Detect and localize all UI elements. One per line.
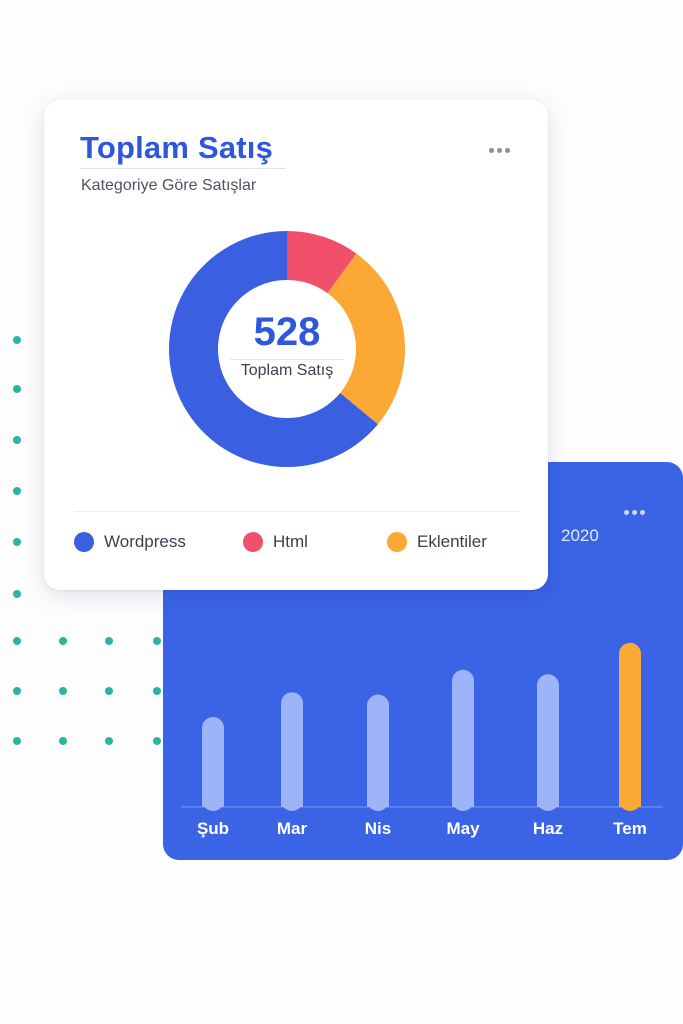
bar-base-5: [537, 795, 559, 807]
bar-5[interactable]: [537, 674, 559, 811]
legend-item-eklentiler[interactable]: Eklentiler: [387, 532, 487, 552]
bar-4[interactable]: [452, 669, 474, 811]
x-tick-label: Şub: [197, 819, 229, 838]
donut-slice-eklentiler[interactable]: [327, 253, 405, 425]
card-title: Toplam Satış: [80, 130, 274, 165]
donut-slice-wordpress[interactable]: [168, 231, 378, 467]
donut-slice-html[interactable]: [287, 231, 357, 294]
donut-center-label: Toplam Satış: [240, 362, 334, 379]
legend-label-eklentiler: Eklentiler: [417, 532, 487, 551]
x-tick-label: Tem: [613, 819, 647, 838]
bar-base-6: [619, 795, 641, 807]
bar-2[interactable]: [281, 692, 303, 811]
legend-swatch-html: [243, 532, 263, 552]
bar-base-1: [202, 795, 224, 807]
total-sales-card: Toplam Satış Kategoriye Göre Satışlar 52…: [44, 100, 548, 590]
monthly-bar-chart: Şub Mar Nis May Haz Tem: [181, 642, 663, 838]
category-donut-chart: [168, 231, 405, 467]
x-tick-label: Mar: [277, 819, 308, 838]
legend-swatch-eklentiler: [387, 532, 407, 552]
bar-base-4: [452, 795, 474, 807]
legend-label-html: Html: [273, 532, 308, 551]
x-tick-label: Haz: [533, 819, 563, 838]
bar-1[interactable]: [202, 717, 224, 811]
bar-card-more-icon[interactable]: [621, 502, 645, 520]
bar-base-3: [367, 795, 389, 807]
legend-item-wordpress[interactable]: Wordpress: [74, 532, 186, 552]
donut-card-more-icon[interactable]: [486, 140, 510, 158]
bar-card-year: 2020: [561, 526, 599, 545]
legend-item-html[interactable]: Html: [243, 532, 308, 552]
bar-3[interactable]: [367, 694, 389, 812]
legend-divider: [74, 511, 520, 512]
title-divider: [80, 168, 286, 169]
legend-label-wordpress: Wordpress: [104, 532, 186, 551]
donut-center-value: 528: [253, 310, 321, 354]
x-tick-label: Nis: [365, 819, 391, 838]
bar-base-2: [281, 795, 303, 807]
card-subtitle: Kategoriye Göre Satışlar: [81, 177, 257, 194]
donut-center-divider: [230, 359, 344, 360]
x-tick-label: May: [446, 819, 480, 838]
bar-6[interactable]: [619, 642, 641, 811]
legend-swatch-wordpress: [74, 532, 94, 552]
